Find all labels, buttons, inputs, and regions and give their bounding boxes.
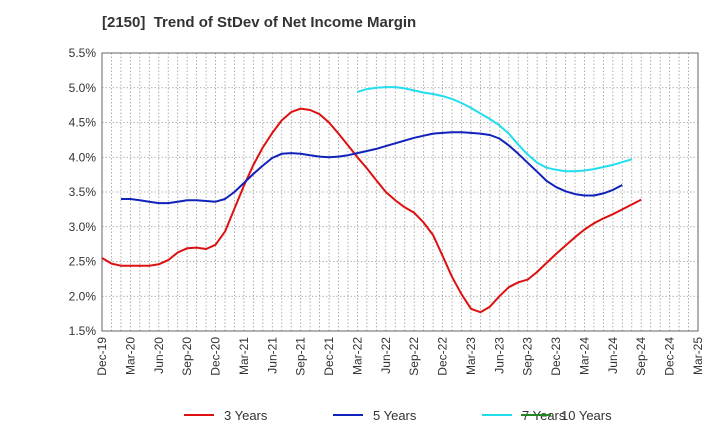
x-tick-label: Sep-23 — [521, 337, 535, 376]
plot-border — [101, 52, 699, 332]
x-tick-label: Sep-22 — [407, 337, 421, 376]
y-tick-label: 2.5% — [69, 255, 97, 269]
x-tick-label: Mar-25 — [691, 337, 705, 375]
x-tick-label: Jun-22 — [379, 337, 393, 374]
x-tick-label: Mar-24 — [577, 337, 591, 375]
x-tick-label: Dec-22 — [436, 337, 450, 376]
x-tick-label: Sep-20 — [180, 337, 194, 376]
y-tick-label: 4.5% — [69, 116, 97, 130]
x-tick-label: Jun-21 — [265, 337, 279, 374]
y-tick-label: 1.5% — [69, 324, 97, 338]
x-tick-label: Jun-23 — [492, 337, 506, 374]
legend-label-10-years: 10 Years — [561, 408, 612, 423]
x-tick-label: Dec-21 — [322, 337, 336, 376]
series-line-5-years — [120, 131, 623, 205]
y-tick-label: 3.5% — [69, 185, 97, 199]
y-tick-label: 5.0% — [69, 81, 97, 95]
y-tick-label: 5.5% — [69, 46, 97, 60]
chart-title: [2150] Trend of StDev of Net Income Marg… — [102, 14, 417, 31]
series-line-3-years — [101, 107, 642, 314]
x-tick-label: Jun-24 — [606, 337, 620, 374]
x-tick-label: Jun-20 — [152, 337, 166, 374]
x-tick-label: Dec-24 — [663, 337, 677, 376]
y-tick-label: 2.0% — [69, 289, 97, 303]
y-tick-label: 4.0% — [69, 150, 97, 164]
y-tick-label: 3.0% — [69, 220, 97, 234]
legend-label-3-years: 3 Years — [224, 408, 268, 423]
x-tick-label: Mar-23 — [464, 337, 478, 375]
x-tick-label: Mar-21 — [237, 337, 251, 375]
x-tick-label: Mar-22 — [350, 337, 364, 375]
series-line-7-years — [357, 86, 633, 173]
x-tick-label: Dec-23 — [549, 337, 563, 376]
legend-label-5-years: 5 Years — [373, 408, 417, 423]
x-tick-label: Dec-19 — [95, 337, 109, 376]
x-tick-label: Sep-24 — [634, 337, 648, 376]
x-tick-label: Sep-21 — [294, 337, 308, 376]
x-tick-label: Dec-20 — [209, 337, 223, 376]
x-tick-label: Mar-20 — [123, 337, 137, 375]
